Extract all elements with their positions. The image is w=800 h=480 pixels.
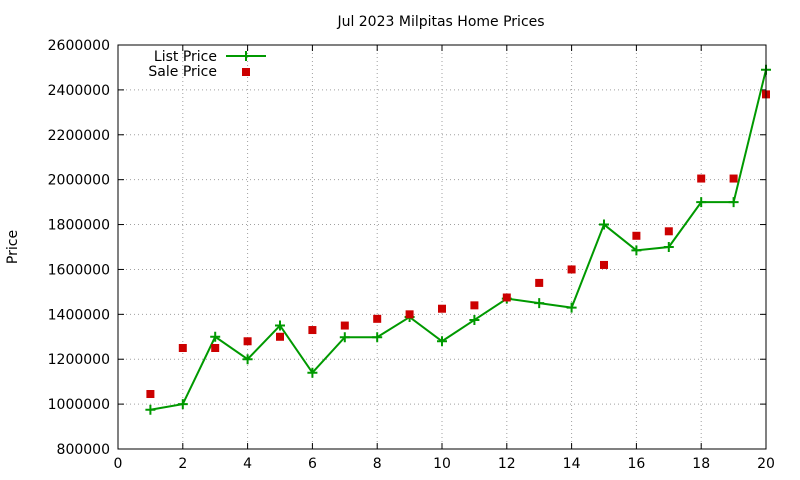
legend-marker-list-price (241, 51, 251, 61)
point-sale-price (438, 304, 446, 313)
y-tick-label: 1200000 (48, 352, 110, 368)
y-tick-label: 2600000 (48, 38, 110, 54)
x-tick-label: 2 (178, 456, 187, 472)
x-tick-label: 12 (498, 456, 516, 472)
x-tick-label: 8 (373, 456, 382, 472)
point-sale-price (632, 231, 641, 240)
x-tick-label: 20 (757, 456, 775, 472)
y-tick-label: 800000 (57, 442, 110, 458)
point-list-price (566, 302, 577, 313)
point-sale-price (276, 332, 284, 341)
x-tick-label: 6 (308, 456, 317, 472)
point-sale-price (729, 174, 738, 183)
point-sale-price (340, 321, 349, 330)
series-line-list-price (150, 69, 767, 411)
x-tick-label: 10 (433, 456, 451, 472)
point-sale-price (502, 293, 511, 302)
point-list-price (599, 219, 609, 230)
point-sale-price (535, 278, 544, 287)
point-list-price (210, 331, 221, 342)
y-axis-label: Price (5, 230, 21, 264)
point-list-price (728, 197, 739, 208)
point-sale-price (600, 260, 608, 269)
point-sale-price (373, 314, 382, 323)
plot-frame (117, 44, 767, 450)
point-list-price (275, 320, 285, 331)
axis-ticks: 0 2 4 6 8 10 12 14 16 18 20 800000 1000000 1200000 140… (48, 38, 775, 472)
point-list-price (145, 404, 156, 415)
point-sale-price (405, 310, 414, 319)
point-sale-price (178, 344, 187, 352)
point-sale-price (664, 227, 673, 236)
x-tick-label: 14 (563, 456, 581, 472)
x-tick-label: 4 (243, 456, 252, 472)
x-tick-label: 16 (627, 456, 645, 472)
point-list-price (469, 314, 480, 325)
point-sale-price (470, 301, 479, 310)
y-tick-label: 2000000 (48, 173, 110, 189)
point-list-price (663, 242, 674, 252)
point-list-price (372, 332, 383, 343)
point-list-price (339, 332, 350, 343)
chart-title: Jul 2023 Milpitas Home Prices (336, 14, 544, 30)
series-layer (145, 64, 771, 415)
point-list-price (631, 245, 642, 256)
grid-lines (118, 45, 766, 449)
point-list-price (242, 354, 253, 365)
legend-label-sale-price: Sale Price (148, 64, 217, 80)
point-sale-price (567, 265, 576, 274)
point-sale-price (211, 344, 220, 352)
legend: List Price Sale Price (148, 49, 266, 80)
point-list-price (696, 197, 707, 208)
legend-marker-sale-price (242, 68, 250, 76)
point-list-price (534, 298, 545, 309)
legend-label-list-price: List Price (154, 49, 217, 65)
point-sale-price (308, 326, 317, 335)
point-sale-price (146, 390, 155, 399)
y-tick-label: 1000000 (48, 397, 110, 413)
x-tick-label: 0 (114, 456, 123, 472)
point-list-price (177, 399, 188, 410)
point-sale-price (697, 174, 706, 183)
y-tick-label: 1600000 (48, 262, 110, 278)
point-list-price (437, 336, 447, 347)
x-tick-label: 18 (692, 456, 710, 472)
point-list-price (307, 367, 318, 378)
y-tick-label: 2400000 (48, 83, 110, 99)
y-tick-label: 1400000 (48, 307, 110, 323)
point-sale-price (243, 337, 252, 346)
y-tick-label: 1800000 (48, 218, 110, 234)
y-tick-label: 2200000 (48, 128, 110, 144)
